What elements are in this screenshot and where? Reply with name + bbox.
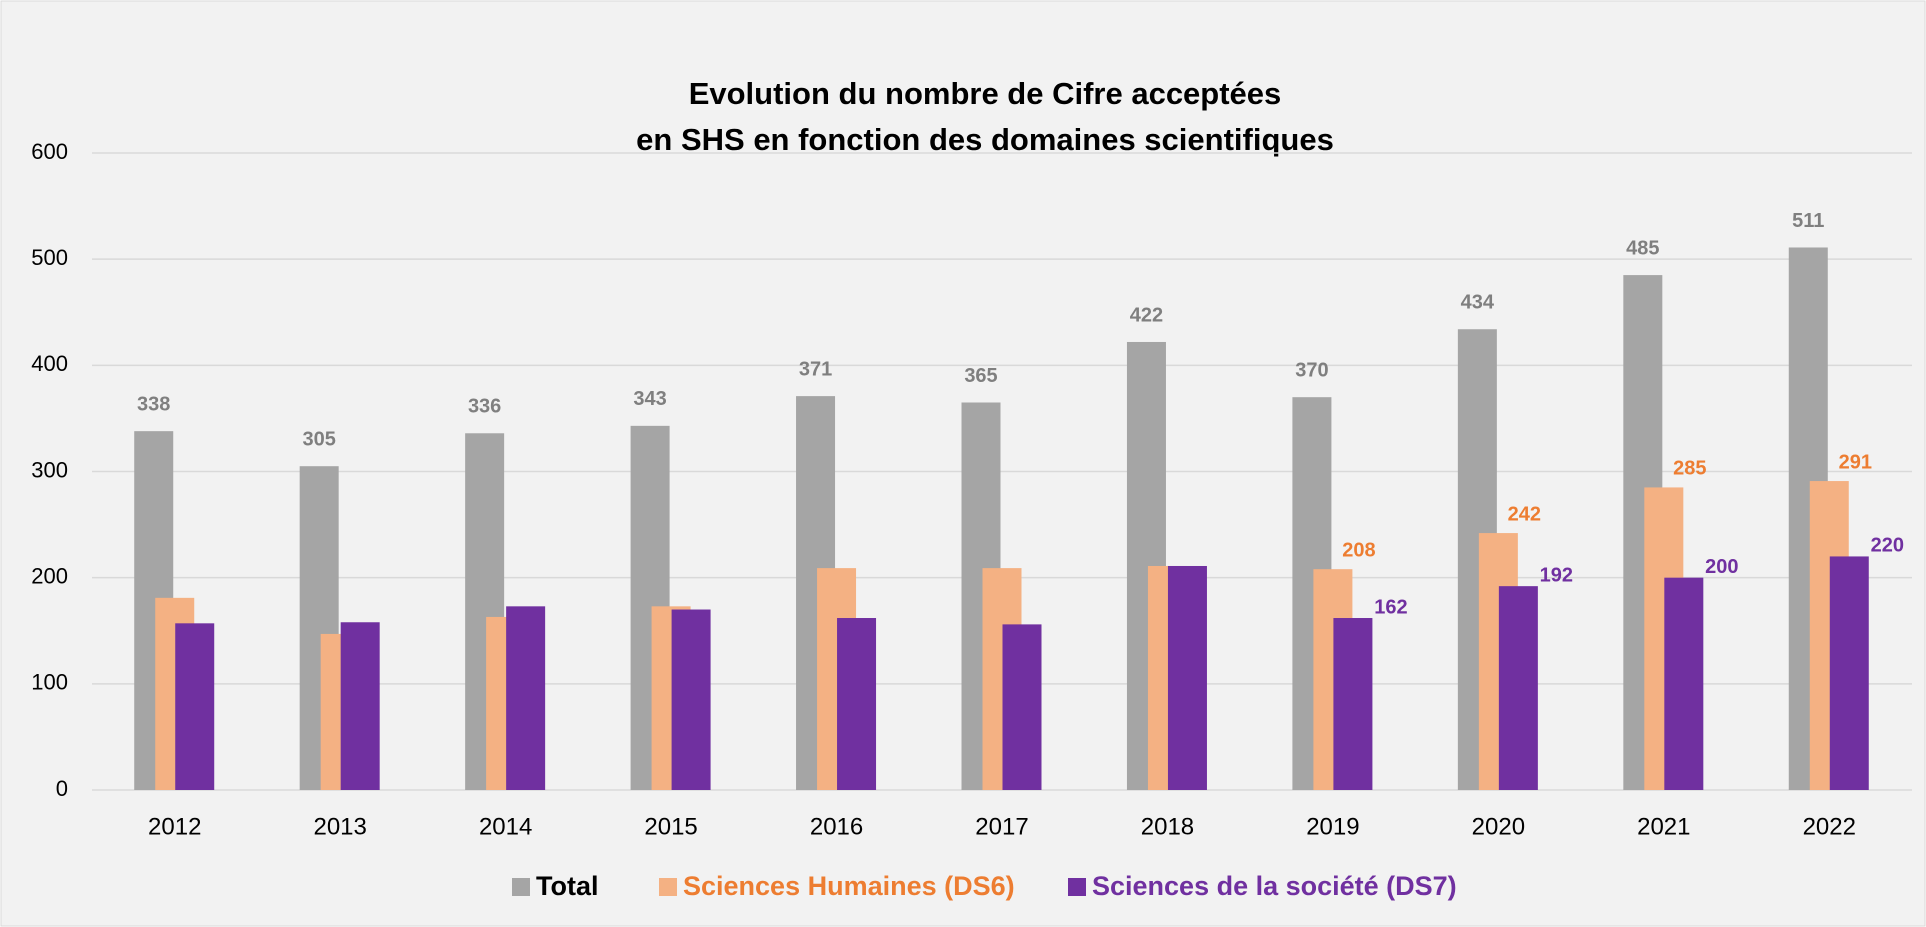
bar [671, 609, 711, 790]
x-tick-label: 2021 [1637, 813, 1690, 840]
bar [1333, 618, 1373, 790]
data-label: 305 [302, 428, 335, 450]
x-tick-label: 2013 [313, 813, 366, 840]
data-label: 370 [1295, 359, 1328, 381]
data-label: 336 [468, 396, 501, 418]
bar [1664, 577, 1704, 790]
data-label: 343 [633, 388, 666, 410]
x-tick-label: 2012 [148, 813, 201, 840]
bar [175, 623, 215, 790]
bar [340, 622, 380, 790]
data-label: 511 [1792, 210, 1824, 232]
data-label: 285 [1673, 458, 1706, 480]
legend-swatch [1068, 878, 1086, 896]
data-label: 162 [1374, 596, 1407, 618]
data-label: 192 [1540, 564, 1573, 586]
bar [1167, 565, 1207, 790]
y-tick-label: 500 [31, 245, 68, 270]
data-label: 371 [799, 358, 832, 380]
bar [1002, 624, 1042, 790]
x-tick-label: 2015 [644, 813, 697, 840]
legend-swatch [512, 878, 530, 896]
bar [1829, 556, 1869, 790]
data-label: 422 [1130, 304, 1163, 326]
data-label: 338 [137, 393, 170, 415]
x-tick-label: 2017 [975, 813, 1028, 840]
x-tick-label: 2020 [1472, 813, 1525, 840]
legend-label: Sciences Humaines (DS6) [683, 871, 1015, 901]
legend-label: Sciences de la société (DS7) [1092, 871, 1457, 901]
legend-label: Total [536, 871, 599, 901]
y-tick-label: 0 [56, 776, 68, 801]
data-label: 220 [1871, 535, 1904, 557]
chart-title: Evolution du nombre de Cifre acceptées [689, 76, 1282, 111]
data-label: 365 [964, 365, 997, 387]
x-tick-label: 2018 [1141, 813, 1194, 840]
data-label: 434 [1461, 292, 1495, 314]
bar [506, 606, 546, 790]
data-label: 291 [1839, 451, 1872, 473]
legend-swatch [659, 878, 677, 896]
y-tick-label: 400 [31, 351, 68, 376]
y-tick-label: 300 [31, 457, 68, 482]
x-tick-label: 2022 [1803, 813, 1856, 840]
y-tick-label: 200 [31, 563, 68, 588]
bar [1498, 586, 1538, 790]
chart-title: en SHS en fonction des domaines scientif… [636, 122, 1334, 157]
x-tick-label: 2016 [810, 813, 863, 840]
bar [837, 618, 877, 790]
data-label: 485 [1626, 237, 1659, 259]
x-tick-label: 2019 [1306, 813, 1359, 840]
data-label: 200 [1705, 556, 1738, 578]
y-tick-label: 100 [31, 670, 68, 695]
data-label: 242 [1508, 503, 1541, 525]
data-label: 208 [1342, 539, 1375, 561]
x-tick-label: 2014 [479, 813, 532, 840]
y-tick-label: 600 [31, 139, 68, 164]
